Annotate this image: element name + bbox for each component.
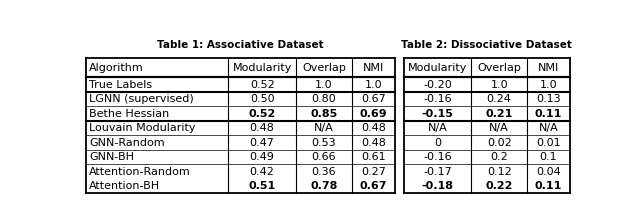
Text: GNN-Random: GNN-Random (89, 138, 164, 148)
Text: -0.16: -0.16 (423, 152, 452, 162)
Text: 0.12: 0.12 (487, 167, 511, 177)
Text: 0.85: 0.85 (310, 109, 337, 119)
Text: 0: 0 (434, 138, 441, 148)
Text: NMI: NMI (538, 62, 559, 72)
Text: N/A: N/A (490, 123, 509, 133)
Text: 0.48: 0.48 (361, 123, 386, 133)
Text: Modularity: Modularity (408, 62, 467, 72)
Text: Louvain Modularity: Louvain Modularity (89, 123, 195, 133)
Text: 0.48: 0.48 (250, 123, 275, 133)
Text: Table 1: Associative Dataset: Table 1: Associative Dataset (157, 40, 324, 50)
Text: 0.67: 0.67 (360, 181, 387, 191)
Text: 1.0: 1.0 (490, 80, 508, 90)
Text: 0.22: 0.22 (486, 181, 513, 191)
Text: 0.53: 0.53 (312, 138, 336, 148)
Text: -0.16: -0.16 (423, 94, 452, 104)
Text: -0.20: -0.20 (423, 80, 452, 90)
Text: 0.51: 0.51 (248, 181, 276, 191)
Text: 1.0: 1.0 (364, 80, 382, 90)
Text: 0.2: 0.2 (490, 152, 508, 162)
Text: -0.17: -0.17 (423, 167, 452, 177)
Text: -0.15: -0.15 (422, 109, 453, 119)
Text: 0.42: 0.42 (250, 167, 275, 177)
Text: 0.01: 0.01 (536, 138, 561, 148)
Text: 0.11: 0.11 (535, 181, 562, 191)
Text: 0.04: 0.04 (536, 167, 561, 177)
Text: 0.78: 0.78 (310, 181, 337, 191)
Text: 0.66: 0.66 (312, 152, 336, 162)
Text: Table 2: Dissociative Dataset: Table 2: Dissociative Dataset (401, 40, 572, 50)
Text: 0.24: 0.24 (487, 94, 511, 104)
Text: Algorithm: Algorithm (89, 62, 143, 72)
Text: 0.50: 0.50 (250, 94, 275, 104)
Text: 0.49: 0.49 (250, 152, 275, 162)
Text: NMI: NMI (363, 62, 384, 72)
Text: 1.0: 1.0 (315, 80, 333, 90)
Text: Attention-BH: Attention-BH (89, 181, 160, 191)
Text: N/A: N/A (428, 123, 447, 133)
Text: 0.52: 0.52 (248, 109, 276, 119)
Text: LGNN (supervised): LGNN (supervised) (89, 94, 194, 104)
Text: N/A: N/A (539, 123, 559, 133)
Text: Bethe Hessian: Bethe Hessian (89, 109, 169, 119)
Text: Modularity: Modularity (232, 62, 292, 72)
Text: 0.47: 0.47 (250, 138, 275, 148)
Text: 0.11: 0.11 (535, 109, 562, 119)
Text: Overlap: Overlap (477, 62, 521, 72)
Text: GNN-BH: GNN-BH (89, 152, 134, 162)
Text: 0.02: 0.02 (487, 138, 511, 148)
Text: 0.67: 0.67 (361, 94, 385, 104)
Text: 0.48: 0.48 (361, 138, 386, 148)
Text: -0.18: -0.18 (422, 181, 454, 191)
Text: True Labels: True Labels (89, 80, 152, 90)
Text: 0.21: 0.21 (486, 109, 513, 119)
Text: 1.0: 1.0 (540, 80, 557, 90)
Text: Overlap: Overlap (302, 62, 346, 72)
Text: 0.13: 0.13 (536, 94, 561, 104)
Text: Attention-Random: Attention-Random (89, 167, 191, 177)
Text: 0.80: 0.80 (312, 94, 336, 104)
Text: 0.1: 0.1 (540, 152, 557, 162)
Text: 0.61: 0.61 (361, 152, 385, 162)
Text: 0.36: 0.36 (312, 167, 336, 177)
Text: N/A: N/A (314, 123, 333, 133)
Text: 0.69: 0.69 (360, 109, 387, 119)
Text: 0.27: 0.27 (361, 167, 386, 177)
Text: 0.52: 0.52 (250, 80, 275, 90)
